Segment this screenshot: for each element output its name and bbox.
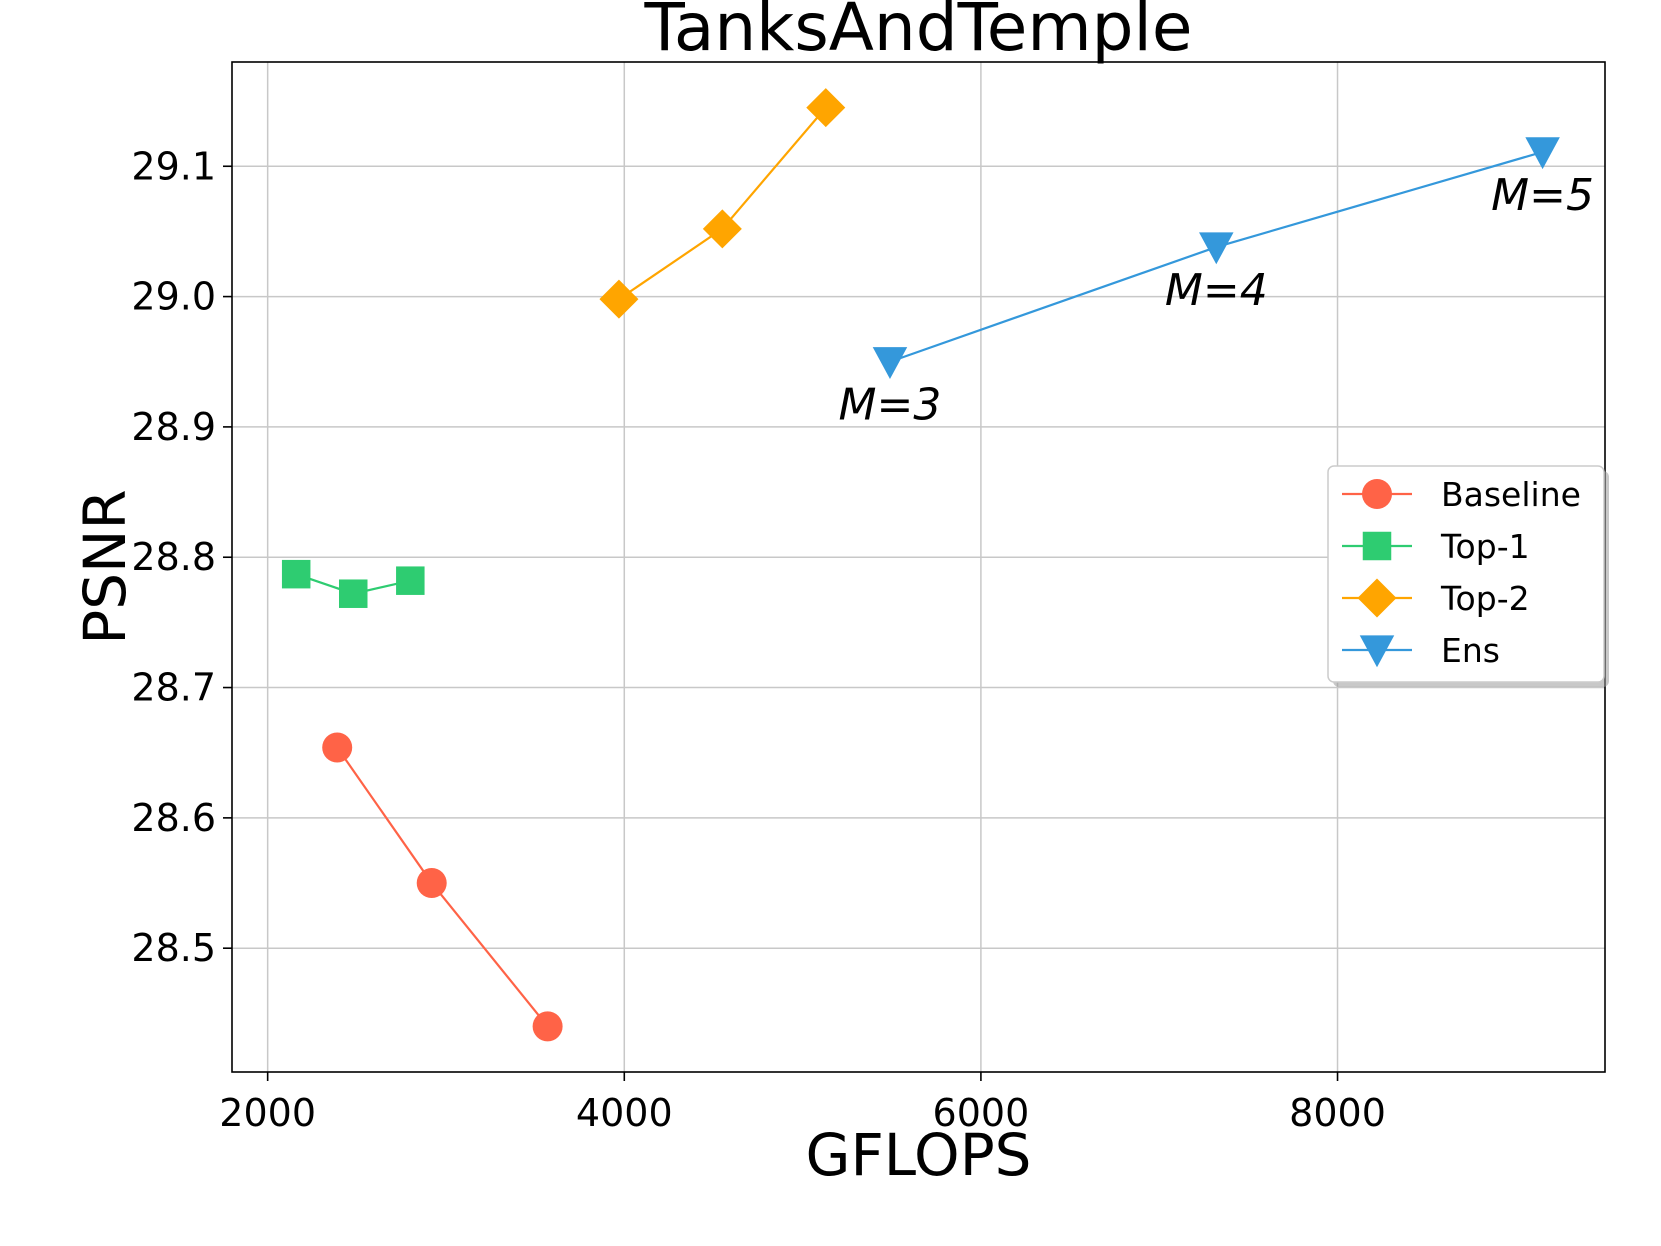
y-tick-label: 29.1 bbox=[131, 144, 216, 188]
legend-label: Baseline bbox=[1441, 475, 1581, 514]
legend-item-ens: Ens bbox=[1342, 631, 1500, 670]
data-point-top-1 bbox=[281, 559, 311, 589]
series-top-1 bbox=[281, 559, 425, 608]
series-baseline bbox=[322, 732, 563, 1042]
y-axis-label: PSNR bbox=[71, 489, 139, 644]
y-tick-label: 28.7 bbox=[131, 666, 216, 710]
x-tick-label: 8000 bbox=[1289, 1091, 1386, 1135]
series-top-2 bbox=[599, 88, 846, 319]
legend-marker bbox=[1362, 479, 1392, 509]
legend-item-top-2: Top-2 bbox=[1342, 578, 1530, 618]
annotation-label: M=4 bbox=[1165, 265, 1268, 316]
y-tick-label: 28.6 bbox=[131, 796, 216, 840]
data-point-ens bbox=[1525, 137, 1560, 170]
data-point-top-2 bbox=[599, 279, 639, 319]
annotation-label: M=5 bbox=[1491, 170, 1594, 221]
annotation-label: M=3 bbox=[839, 380, 942, 431]
data-point-baseline bbox=[416, 868, 447, 899]
data-point-top-1 bbox=[396, 566, 425, 595]
y-tick-label: 28.9 bbox=[131, 405, 216, 449]
chart-title: TanksAndTemple bbox=[644, 0, 1193, 66]
data-point-baseline bbox=[532, 1011, 563, 1042]
y-tick-label: 29.0 bbox=[131, 275, 216, 319]
x-tick-label: 2000 bbox=[219, 1091, 316, 1135]
legend-marker bbox=[1359, 635, 1395, 668]
data-point-top-1 bbox=[339, 579, 368, 608]
x-tick-label: 6000 bbox=[933, 1091, 1030, 1135]
data-point-top-2 bbox=[806, 88, 846, 128]
y-tick-label: 28.5 bbox=[131, 926, 216, 970]
tick-layer: 2000 4000 6000 8000 28.5 28.6 28.7 28.8 28.9 29.0… bbox=[131, 144, 1386, 1135]
legend-box bbox=[1327, 465, 1605, 683]
legend-item-baseline: Baseline bbox=[1342, 475, 1581, 514]
series-layer bbox=[281, 88, 1560, 1042]
legend-marker bbox=[1362, 531, 1392, 561]
legend-item-top-1: Top-1 bbox=[1342, 527, 1530, 566]
x-axis-label: GFLOPS bbox=[806, 1121, 1032, 1189]
legend-label: Top-1 bbox=[1440, 527, 1530, 566]
legend-marker bbox=[1357, 578, 1397, 618]
data-point-top-2 bbox=[702, 209, 742, 249]
annotation-layer: M=3 M=4 M=5 bbox=[839, 170, 1594, 431]
data-point-baseline bbox=[322, 732, 353, 763]
grid-layer bbox=[232, 62, 1605, 1072]
legend-label: Ens bbox=[1441, 631, 1500, 670]
legend-label: Top-2 bbox=[1440, 579, 1530, 618]
series-line-top-2 bbox=[618, 106, 827, 301]
x-tick-label: 4000 bbox=[576, 1091, 673, 1135]
y-tick-label: 28.8 bbox=[131, 535, 216, 579]
legend: Baseline Top-1 Top-2 Ens bbox=[1327, 465, 1609, 687]
data-point-ens bbox=[1199, 232, 1234, 265]
series-ens bbox=[872, 137, 1560, 379]
data-point-ens bbox=[872, 347, 908, 379]
